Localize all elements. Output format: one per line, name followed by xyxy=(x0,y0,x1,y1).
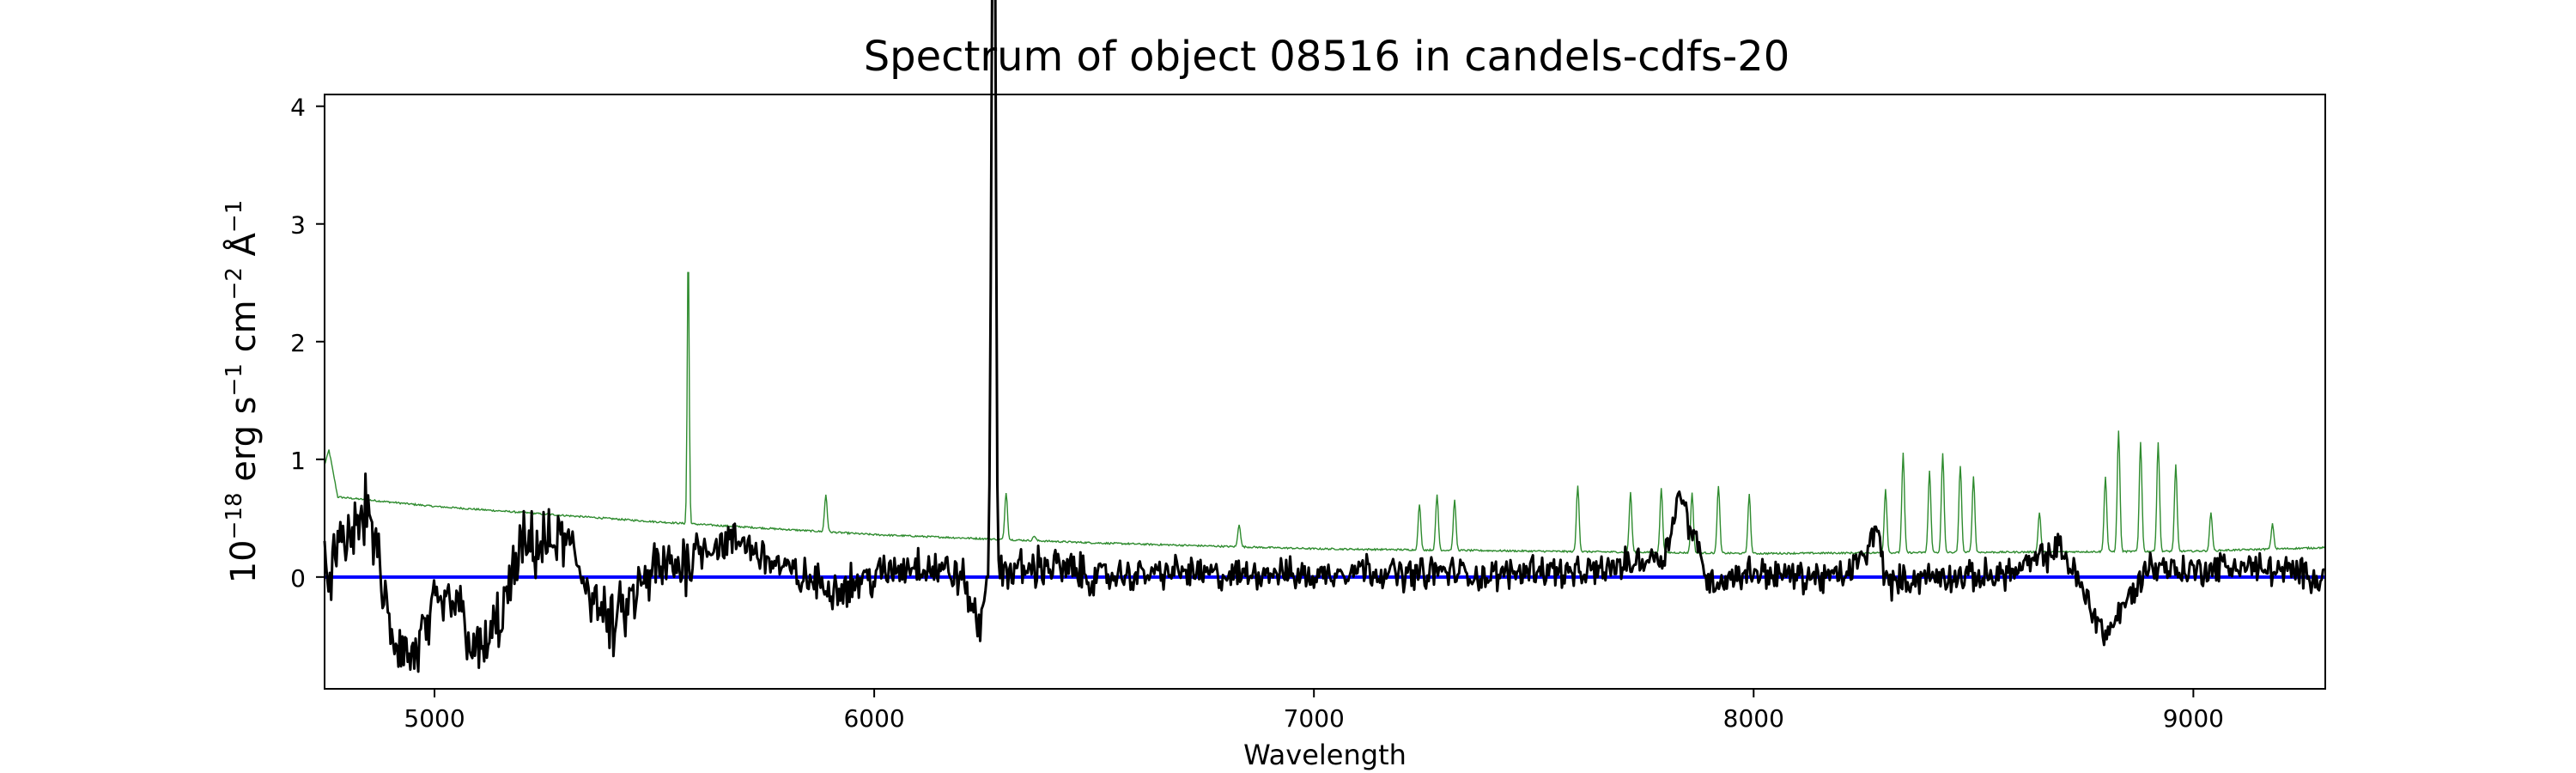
y-tick-label: 1 xyxy=(290,447,306,475)
x-tick-label: 8000 xyxy=(1723,704,1784,733)
chart-title: Spectrum of object 08516 in candels-cdfs… xyxy=(864,33,1790,81)
y-tick-label: 3 xyxy=(290,211,306,240)
plot-area xyxy=(323,0,2326,673)
x-tick-label: 7000 xyxy=(1284,704,1345,733)
y-tick-label: 0 xyxy=(290,564,306,593)
axis-ticks: 5000 6000 7000 8000 9000 0 1 2 3 4 xyxy=(290,94,2224,733)
x-tick-label: 5000 xyxy=(404,704,465,733)
y-axis-label-exp4: −1 xyxy=(222,200,247,233)
x-axis-label: Wavelength xyxy=(1243,739,1406,771)
y-axis-label: 10−18 erg s−1 cm−2 Å−1 xyxy=(222,200,264,584)
sky-spectrum-line xyxy=(324,271,2326,556)
y-axis-label-erg: erg s xyxy=(224,396,264,492)
y-tick-label: 2 xyxy=(290,329,306,357)
y-axis-label-exp1: −18 xyxy=(222,492,247,539)
y-axis-label-cm: cm xyxy=(224,300,264,363)
y-axis-label-exp3: −2 xyxy=(222,267,247,300)
y-tick-label: 4 xyxy=(290,94,306,122)
x-tick-label: 6000 xyxy=(843,704,904,733)
y-axis-label-exp2: −1 xyxy=(222,363,247,396)
x-tick-label: 9000 xyxy=(2163,704,2224,733)
y-axis-label-ang: Å xyxy=(222,232,264,267)
y-axis-label-base: 10 xyxy=(224,539,264,583)
object-flux-line xyxy=(323,0,2325,673)
axes-frame xyxy=(324,94,2326,690)
